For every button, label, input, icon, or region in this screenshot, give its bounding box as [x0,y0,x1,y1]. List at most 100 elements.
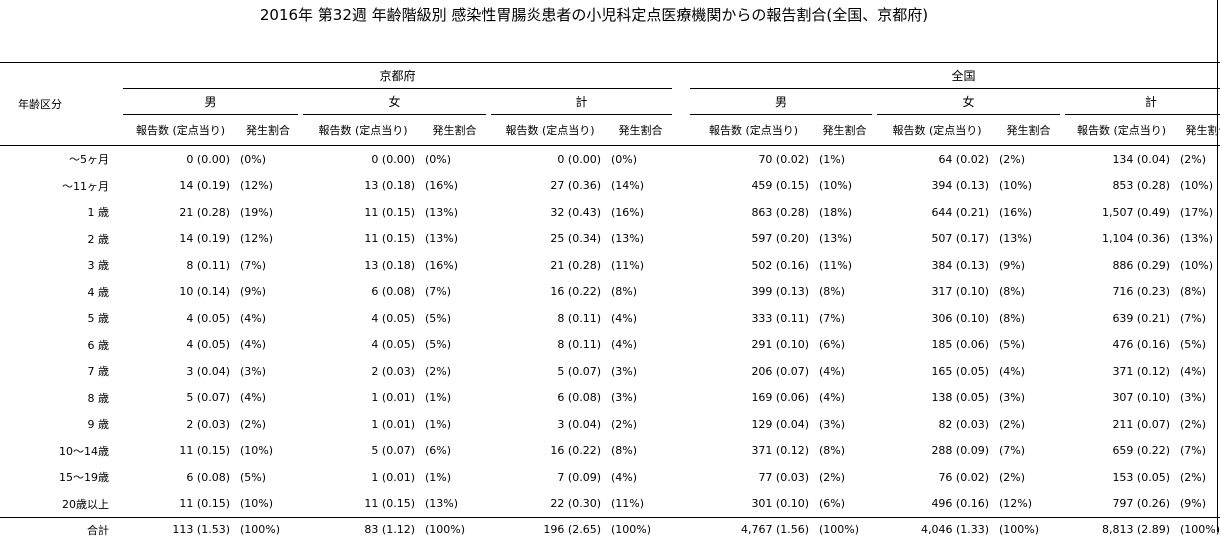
kyoto-male-header: 男 [123,89,298,115]
kyoto-female-count: 13 (0.18) [303,173,423,200]
kyoto-male-count: 4 (0.05) [123,332,238,359]
national-female-ratio: (2%) [997,464,1060,491]
col-header-ratio: 発生割合 [1178,115,1220,146]
col-header-count: 報告数 (定点当り) [123,115,238,146]
col-header-ratio: 発生割合 [817,115,872,146]
col-header-ratio: 発生割合 [238,115,298,146]
kyoto-total-count: 16 (0.22) [491,438,609,465]
national-female-count: 507 (0.17) [877,226,997,253]
national-female-ratio: (13%) [997,226,1060,253]
kyoto-total-ratio: (4%) [609,305,672,332]
kyoto-female-ratio: (7%) [423,279,486,306]
national-male-count: 70 (0.02) [690,146,817,173]
national-female-count: 306 (0.10) [877,305,997,332]
kyoto-female-count: 1 (0.01) [303,411,423,438]
national-total-count: 1,507 (0.49) [1065,199,1178,226]
kyoto-total-count: 27 (0.36) [491,173,609,200]
national-female-ratio: (2%) [997,146,1060,173]
national-male-count: 863 (0.28) [690,199,817,226]
kyoto-female-count: 4 (0.05) [303,332,423,359]
national-total-ratio: (9%) [1178,491,1220,518]
national-female-count: 496 (0.16) [877,491,997,518]
national-female-header: 女 [877,89,1060,115]
national-male-ratio: (3%) [817,411,872,438]
kyoto-female-ratio: (6%) [423,438,486,465]
national-total-ratio: (2%) [1178,146,1220,173]
age-label: 2 歳 [0,226,123,253]
kyoto-female-ratio: (0%) [423,146,486,173]
national-total-header: 計 [1065,89,1220,115]
national-male-ratio: (18%) [817,199,872,226]
national-male-ratio: (13%) [817,226,872,253]
kyoto-total-count: 5 (0.07) [491,358,609,385]
kyoto-female-ratio: (5%) [423,305,486,332]
kyoto-total-ratio: (4%) [609,332,672,359]
kyoto-female-ratio: (1%) [423,385,486,412]
kyoto-male-count: 21 (0.28) [123,199,238,226]
national-female-count: 165 (0.05) [877,358,997,385]
national-total-ratio: (3%) [1178,385,1220,412]
national-male-header: 男 [690,89,872,115]
national-total-ratio: (10%) [1178,252,1220,279]
kyoto-total-ratio: (8%) [609,279,672,306]
kyoto-total-count: 8 (0.11) [491,332,609,359]
national-total-count: 8,813 (2.89) [1065,518,1178,541]
kyoto-total-count: 3 (0.04) [491,411,609,438]
national-total-ratio: (4%) [1178,358,1220,385]
age-label: ～11ヶ月 [0,173,123,200]
kyoto-female-count: 1 (0.01) [303,464,423,491]
national-female-ratio: (100%) [997,518,1060,541]
kyoto-total-ratio: (11%) [609,491,672,518]
kyoto-female-ratio: (13%) [423,491,486,518]
national-total-count: 886 (0.29) [1065,252,1178,279]
page-title: 2016年 第32週 年齢階級別 感染性胃腸炎患者の小児科定点医療機関からの報告… [0,4,1188,26]
national-male-ratio: (4%) [817,385,872,412]
national-total-ratio: (13%) [1178,226,1220,253]
kyoto-male-count: 113 (1.53) [123,518,238,541]
national-female-ratio: (9%) [997,252,1060,279]
kyoto-female-ratio: (13%) [423,226,486,253]
national-male-ratio: (10%) [817,173,872,200]
national-total-count: 853 (0.28) [1065,173,1178,200]
age-label: 3 歳 [0,252,123,279]
national-total-count: 797 (0.26) [1065,491,1178,518]
kyoto-female-ratio: (1%) [423,464,486,491]
kyoto-female-ratio: (100%) [423,518,486,541]
kyoto-female-count: 2 (0.03) [303,358,423,385]
national-male-count: 597 (0.20) [690,226,817,253]
age-group-header: 年齢区分 [0,63,123,146]
kyoto-female-ratio: (16%) [423,173,486,200]
national-total-ratio: (8%) [1178,279,1220,306]
kyoto-female-count: 11 (0.15) [303,491,423,518]
national-male-count: 301 (0.10) [690,491,817,518]
kyoto-total-ratio: (2%) [609,411,672,438]
kyoto-male-ratio: (5%) [238,464,298,491]
national-female-count: 185 (0.06) [877,332,997,359]
kyoto-male-count: 2 (0.03) [123,411,238,438]
age-label: 7 歳 [0,358,123,385]
kyoto-female-count: 13 (0.18) [303,252,423,279]
kyoto-total-count: 196 (2.65) [491,518,609,541]
age-label: 10～14歳 [0,438,123,465]
national-total-count: 1,104 (0.36) [1065,226,1178,253]
national-male-ratio: (4%) [817,358,872,385]
age-label: 1 歳 [0,199,123,226]
national-female-count: 4,046 (1.33) [877,518,997,541]
national-male-ratio: (6%) [817,332,872,359]
national-male-ratio: (2%) [817,464,872,491]
col-header-count: 報告数 (定点当り) [690,115,817,146]
national-total-ratio: (5%) [1178,332,1220,359]
national-total-ratio: (10%) [1178,173,1220,200]
kyoto-male-ratio: (100%) [238,518,298,541]
kyoto-male-count: 0 (0.00) [123,146,238,173]
kyoto-female-ratio: (1%) [423,411,486,438]
region-header-kyoto: 京都府 [123,63,672,89]
national-female-count: 76 (0.02) [877,464,997,491]
national-total-ratio: (7%) [1178,438,1220,465]
